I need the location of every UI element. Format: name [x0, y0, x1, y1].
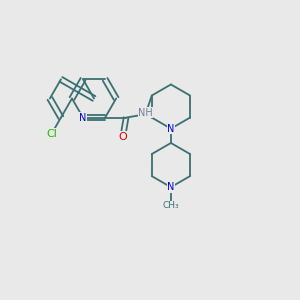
Text: N: N: [79, 112, 87, 123]
Text: CH₃: CH₃: [163, 201, 179, 210]
Text: Cl: Cl: [46, 129, 57, 139]
Text: N: N: [167, 124, 175, 134]
Text: O: O: [118, 132, 127, 142]
Text: NH: NH: [138, 108, 153, 118]
Text: N: N: [167, 182, 175, 192]
